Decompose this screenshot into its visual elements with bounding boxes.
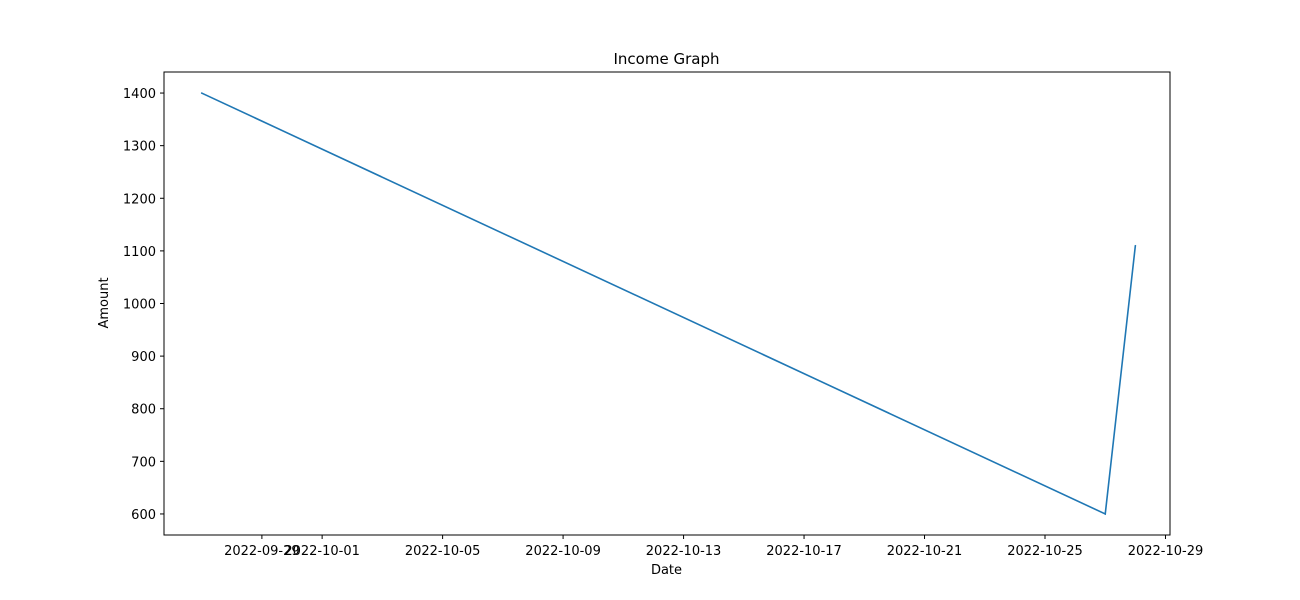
y-tick-label: 1300: [123, 140, 156, 155]
data-point: [200, 92, 203, 94]
x-tick-label: 2022-10-25: [1007, 544, 1083, 559]
y-axis-ticks: 600 700 800 900 1000 1100 1200 1300 1400: [123, 87, 164, 523]
data-point: [1104, 513, 1107, 515]
x-axis-label: Date: [651, 563, 682, 578]
y-tick-label: 1100: [123, 245, 156, 260]
x-tick-label: 2022-10-09: [525, 544, 601, 559]
x-tick-label: 2022-10-13: [646, 544, 722, 559]
y-tick-label: 800: [131, 403, 156, 418]
plot-area-frame: [163, 71, 1171, 536]
y-tick-label: 700: [131, 455, 156, 470]
data-point: [1134, 244, 1137, 247]
x-tick-label: 2022-10-01: [284, 544, 360, 559]
y-axis-label: Amount: [97, 277, 112, 328]
y-tick-label: 600: [131, 508, 156, 523]
series-line: [201, 92, 1137, 516]
x-tick-label: 2022-09-29: [224, 544, 300, 559]
series-layer: [200, 92, 1137, 516]
y-tick-label: 1000: [123, 298, 156, 313]
x-tick-label: 2022-10-05: [405, 544, 481, 559]
x-tick-label: 2022-10-17: [766, 544, 842, 559]
x-tick-label: 2022-10-21: [887, 544, 963, 559]
y-tick-label: 1400: [123, 87, 156, 102]
chart-title: Income Graph: [614, 50, 720, 68]
y-tick-label: 1200: [123, 192, 156, 207]
x-tick-label: 2022-10-29: [1128, 544, 1204, 559]
y-tick-label: 900: [131, 350, 156, 365]
